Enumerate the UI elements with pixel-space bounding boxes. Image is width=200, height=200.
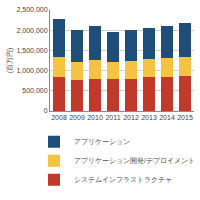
svg-text:1,000,000: 1,000,000 xyxy=(16,67,47,74)
svg-text:2010: 2010 xyxy=(87,114,103,121)
svg-text:2013: 2013 xyxy=(141,114,157,121)
svg-text:1,500,000: 1,500,000 xyxy=(16,47,47,54)
svg-text:アプリケーション: アプリケーション xyxy=(74,138,130,145)
svg-text:2011: 2011 xyxy=(105,114,120,121)
svg-text:2,500,000: 2,500,000 xyxy=(16,6,47,13)
svg-text:2015: 2015 xyxy=(177,114,193,121)
svg-text:2009: 2009 xyxy=(69,114,85,121)
svg-text:システムインフラストラクチャ: システムインフラストラクチャ xyxy=(74,176,172,183)
svg-text:2008: 2008 xyxy=(51,114,67,121)
svg-text:0: 0 xyxy=(44,107,48,114)
svg-text:2014: 2014 xyxy=(159,114,175,121)
svg-text:(百万円): (百万円) xyxy=(6,48,14,74)
svg-text:アプリケーション開発/デプロイメント: アプリケーション開発/デプロイメント xyxy=(74,157,195,164)
svg-text:2012: 2012 xyxy=(123,114,139,121)
svg-text:2,000,000: 2,000,000 xyxy=(16,27,47,34)
svg-text:500,000: 500,000 xyxy=(22,87,47,94)
